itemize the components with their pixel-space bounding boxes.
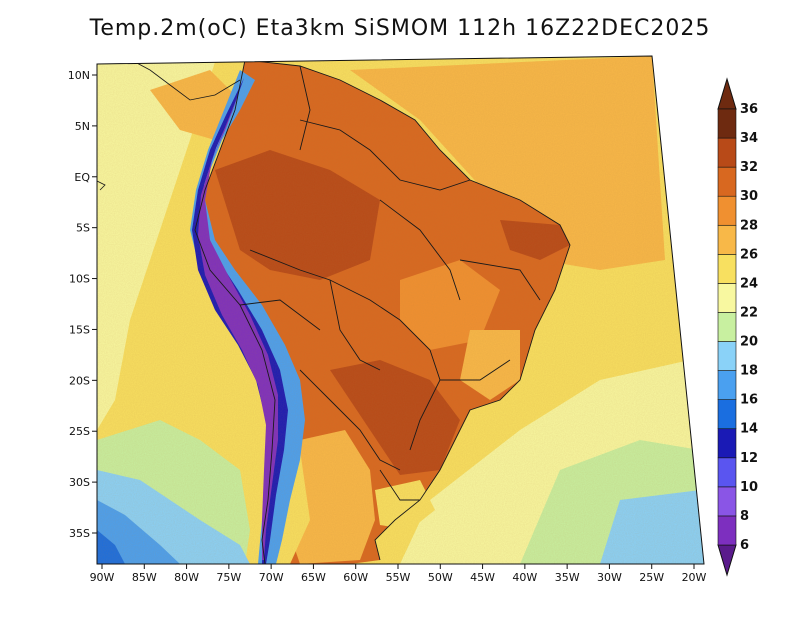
colorbar-band bbox=[717, 399, 737, 430]
map-title: Temp.2m(oC) Eta3km SiSMOM 112h 16Z22DEC2… bbox=[89, 16, 711, 41]
map-frame bbox=[96, 55, 705, 565]
colorbar-label: 32 bbox=[740, 160, 758, 175]
colorbar-band bbox=[717, 254, 737, 284]
colorbar-band bbox=[717, 137, 737, 168]
colorbar-label: 14 bbox=[740, 422, 758, 437]
lat-tick-label: EQ bbox=[74, 171, 90, 184]
longitude-ticks: 90W 85W 80W 75W 70W 65W 60W 55W 50W 45W 40W 35W 30W 2… bbox=[90, 564, 707, 584]
colorbar-band bbox=[717, 195, 737, 226]
colorbar-label: 30 bbox=[740, 189, 758, 204]
lon-tick-label: 65W bbox=[301, 571, 326, 584]
colorbar-band bbox=[717, 312, 737, 342]
lat-tick-label: 5N bbox=[75, 120, 90, 133]
lat-tick-label: 10S bbox=[69, 273, 90, 286]
colorbar-label: 16 bbox=[740, 393, 758, 408]
colorbar-band bbox=[717, 224, 737, 255]
colorbar-band bbox=[717, 428, 737, 459]
central-america-coast bbox=[97, 61, 241, 191]
lon-tick-label: 20W bbox=[682, 571, 707, 584]
lon-tick-label: 70W bbox=[259, 571, 284, 584]
temperature-field bbox=[97, 56, 704, 564]
lon-tick-label: 85W bbox=[132, 571, 157, 584]
political-borders bbox=[194, 59, 571, 564]
lat-tick-label: 35S bbox=[69, 527, 90, 540]
colorbar: 6 8 10 12 14 16 18 20 22 24 26 28 30 32 34 36 bbox=[717, 77, 758, 577]
lon-tick-label: 35W bbox=[555, 571, 580, 584]
colorbar-band bbox=[717, 370, 737, 400]
colorbar-label: 36 bbox=[740, 102, 758, 117]
colorbar-label: 10 bbox=[740, 480, 758, 495]
colorbar-label: 18 bbox=[740, 364, 758, 379]
lat-tick-label: 20S bbox=[69, 374, 90, 387]
lon-tick-label: 90W bbox=[90, 571, 115, 584]
lon-tick-label: 40W bbox=[512, 571, 537, 584]
colorbar-band bbox=[717, 486, 737, 517]
lat-tick-label: 15S bbox=[69, 323, 90, 336]
colorbar-label: 26 bbox=[740, 247, 758, 262]
lon-tick-label: 60W bbox=[343, 571, 368, 584]
colorbar-label: 12 bbox=[740, 451, 758, 466]
colorbar-label: 24 bbox=[740, 276, 758, 291]
colorbar-band bbox=[717, 166, 737, 197]
colorbar-band bbox=[717, 515, 737, 546]
field-texture bbox=[97, 56, 704, 564]
lat-tick-label: 25S bbox=[69, 425, 90, 438]
lon-tick-label: 25W bbox=[639, 571, 664, 584]
colorbar-band bbox=[717, 283, 737, 313]
colorbar-label: 6 bbox=[740, 538, 749, 553]
colorbar-label: 34 bbox=[740, 131, 758, 146]
lon-tick-label: 55W bbox=[386, 571, 411, 584]
lon-tick-label: 45W bbox=[470, 571, 495, 584]
lon-tick-label: 75W bbox=[216, 571, 241, 584]
colorbar-label: 28 bbox=[740, 218, 758, 233]
colorbar-band bbox=[717, 457, 737, 488]
lon-tick-label: 30W bbox=[597, 571, 622, 584]
colorbar-band bbox=[717, 341, 737, 371]
lon-tick-label: 80W bbox=[174, 571, 199, 584]
lat-tick-label: 5S bbox=[76, 222, 90, 235]
colorbar-low-triangle bbox=[717, 544, 737, 577]
colorbar-label: 20 bbox=[740, 335, 758, 350]
lat-tick-label: 30S bbox=[69, 476, 90, 489]
colorbar-band bbox=[717, 108, 737, 139]
colorbar-high-triangle bbox=[717, 77, 737, 110]
colorbar-label: 8 bbox=[740, 509, 749, 524]
colorbar-label: 22 bbox=[740, 305, 758, 320]
latitude-ticks: 10N 5N EQ 5S 10S 15S 20S 25S 30S 35S bbox=[68, 69, 97, 540]
lat-tick-label: 10N bbox=[68, 69, 90, 82]
lon-tick-label: 50W bbox=[428, 571, 453, 584]
